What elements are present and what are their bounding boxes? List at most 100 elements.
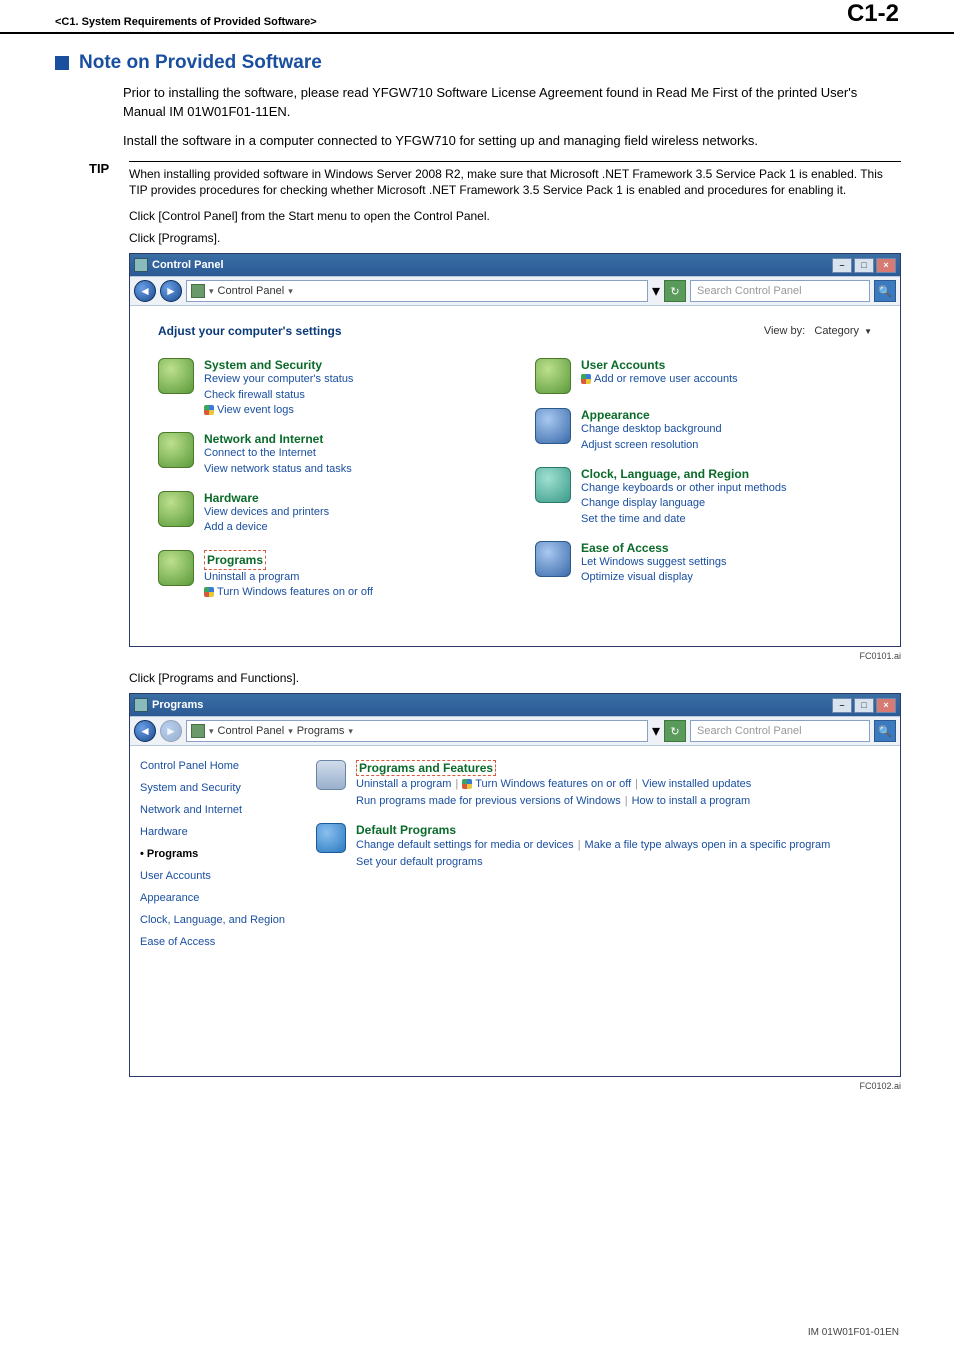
cp-link[interactable]: Add or remove user accounts: [581, 372, 738, 387]
minimize-button[interactable]: –: [832, 698, 852, 713]
shield-icon: [204, 405, 214, 415]
cp-category: Ease of AccessLet Windows suggest settin…: [535, 541, 872, 586]
programs-link[interactable]: Turn Windows features on or off: [462, 778, 631, 790]
tip-block: TIP When installing provided software in…: [89, 161, 899, 1102]
cp-link[interactable]: Change display language: [581, 496, 786, 511]
programs-link[interactable]: Change default settings for media or dev…: [356, 839, 574, 851]
section-title: Note on Provided Software: [79, 52, 322, 74]
sidebar-item[interactable]: Hardware: [140, 826, 290, 838]
cp-category-title[interactable]: Ease of Access: [581, 541, 727, 555]
cp-link[interactable]: Change keyboards or other input methods: [581, 481, 786, 496]
refresh-button[interactable]: ↻: [664, 280, 686, 302]
tip-step-2: Click [Programs].: [129, 231, 901, 245]
cp-link[interactable]: View devices and printers: [204, 505, 329, 520]
cp-category-title[interactable]: Network and Internet: [204, 432, 352, 446]
sidebar-item[interactable]: Clock, Language, and Region: [140, 914, 290, 926]
cp-link[interactable]: View event logs: [204, 403, 353, 418]
category-icon: [158, 358, 194, 394]
programs-cat-title[interactable]: Default Programs: [356, 823, 830, 837]
body-paragraph-1: Prior to installing the software, please…: [123, 84, 899, 122]
sidebar-item[interactable]: Ease of Access: [140, 936, 290, 948]
address-bar: ◄ ► ▾ Control Panel ▾ Programs ▾ ▾ ↻ Sea…: [130, 716, 900, 746]
cp-category: System and SecurityReview your computer'…: [158, 358, 495, 418]
search-button[interactable]: 🔍: [874, 280, 896, 302]
programs-link[interactable]: View installed updates: [642, 778, 751, 790]
close-button[interactable]: ×: [876, 258, 896, 273]
refresh-button[interactable]: ↻: [664, 720, 686, 742]
cp-link[interactable]: View network status and tasks: [204, 462, 352, 477]
programs-category: Default Programs Change default settings …: [316, 823, 884, 870]
history-dropdown[interactable]: ▾: [652, 281, 660, 301]
cp-category: User AccountsAdd or remove user accounts: [535, 358, 872, 394]
category-icon: [316, 760, 346, 790]
programs-link[interactable]: Make a file type always open in a specif…: [585, 839, 831, 851]
back-button[interactable]: ◄: [134, 280, 156, 302]
cp-heading: Adjust your computer's settings: [158, 324, 342, 338]
cp-link[interactable]: Review your computer's status: [204, 372, 353, 387]
cp-link[interactable]: Let Windows suggest settings: [581, 555, 727, 570]
category-icon: [316, 823, 346, 853]
address-bar: ◄ ► ▾ Control Panel ▾ ▾ ↻ Search Control…: [130, 276, 900, 306]
cp-link[interactable]: Turn Windows features on or off: [204, 585, 373, 600]
shield-icon: [581, 374, 591, 384]
sidebar-item[interactable]: Appearance: [140, 892, 290, 904]
cp-category-title[interactable]: System and Security: [204, 358, 353, 372]
window-icon: [134, 698, 148, 712]
figure-caption-1: FC0101.ai: [129, 651, 901, 661]
cp-link[interactable]: Connect to the Internet: [204, 446, 352, 461]
view-by[interactable]: View by: Category ▼: [764, 325, 872, 337]
category-icon: [535, 467, 571, 503]
forward-button[interactable]: ►: [160, 720, 182, 742]
tip-label: TIP: [89, 161, 117, 1102]
cp-category: Clock, Language, and RegionChange keyboa…: [535, 467, 872, 527]
cp-category-title[interactable]: Clock, Language, and Region: [581, 467, 786, 481]
cp-link[interactable]: Check firewall status: [204, 388, 353, 403]
sidebar-item[interactable]: System and Security: [140, 782, 290, 794]
cp-link[interactable]: Uninstall a program: [204, 570, 373, 585]
sidebar-item[interactable]: Control Panel Home: [140, 760, 290, 772]
category-icon: [535, 358, 571, 394]
maximize-button[interactable]: □: [854, 258, 874, 273]
cp-link[interactable]: Set the time and date: [581, 512, 786, 527]
cp-category-title[interactable]: User Accounts: [581, 358, 738, 372]
programs-link[interactable]: Uninstall a program: [356, 778, 451, 790]
minimize-button[interactable]: –: [832, 258, 852, 273]
shield-icon: [204, 587, 214, 597]
programs-category: Programs and Features Uninstall a program…: [316, 760, 884, 809]
history-dropdown[interactable]: ▾: [652, 721, 660, 741]
cp-category-title[interactable]: Appearance: [581, 408, 722, 422]
forward-button[interactable]: ►: [160, 280, 182, 302]
programs-link[interactable]: Set your default programs: [356, 856, 483, 868]
control-panel-window: Control Panel – □ × ◄ ► ▾ Control Panel …: [129, 253, 901, 647]
category-icon: [158, 432, 194, 468]
programs-cat-title[interactable]: Programs and Features: [356, 760, 751, 776]
chapter-title: <C1. System Requirements of Provided Sof…: [55, 16, 317, 28]
sidebar-item[interactable]: Network and Internet: [140, 804, 290, 816]
cp-link[interactable]: Add a device: [204, 520, 329, 535]
section-bullet-icon: [55, 56, 69, 70]
back-button[interactable]: ◄: [134, 720, 156, 742]
control-panel-icon: [191, 284, 205, 298]
breadcrumb[interactable]: ▾ Control Panel ▾ Programs ▾: [186, 720, 648, 742]
close-button[interactable]: ×: [876, 698, 896, 713]
programs-window: Programs – □ × ◄ ► ▾ Control Panel ▾ Pro…: [129, 693, 901, 1077]
sidebar-item[interactable]: User Accounts: [140, 870, 290, 882]
cp-link[interactable]: Adjust screen resolution: [581, 438, 722, 453]
cp-category: HardwareView devices and printersAdd a d…: [158, 491, 495, 536]
cp-link[interactable]: Optimize visual display: [581, 570, 727, 585]
programs-link[interactable]: How to install a program: [632, 795, 751, 807]
titlebar: Programs – □ ×: [130, 694, 900, 716]
cp-link[interactable]: Change desktop background: [581, 422, 722, 437]
cp-category-title-programs[interactable]: Programs: [204, 550, 373, 570]
highlight-box: Programs and Features: [356, 760, 496, 776]
search-input[interactable]: Search Control Panel: [690, 280, 870, 302]
cp-category-title[interactable]: Hardware: [204, 491, 329, 505]
breadcrumb[interactable]: ▾ Control Panel ▾: [186, 280, 648, 302]
maximize-button[interactable]: □: [854, 698, 874, 713]
cp-left-column: System and SecurityReview your computer'…: [158, 358, 495, 601]
cp-right-column: User AccountsAdd or remove user accounts…: [535, 358, 872, 601]
search-input[interactable]: Search Control Panel: [690, 720, 870, 742]
sidebar-item[interactable]: Programs: [140, 848, 290, 860]
search-button[interactable]: 🔍: [874, 720, 896, 742]
programs-link[interactable]: Run programs made for previous versions …: [356, 795, 621, 807]
